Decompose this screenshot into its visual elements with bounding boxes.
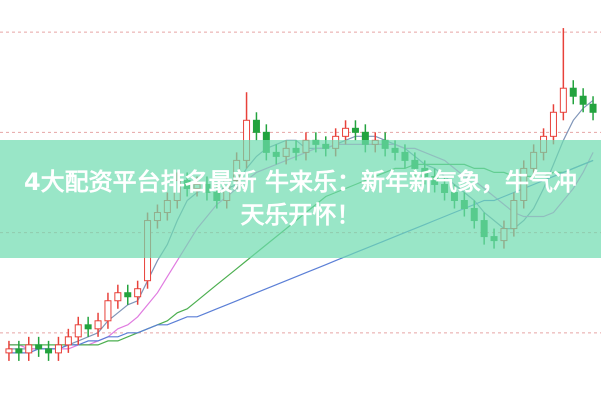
candle-body [549, 111, 557, 137]
candle-body [124, 292, 132, 298]
candle-body [342, 127, 350, 137]
candle-body [84, 324, 92, 330]
candle-body [25, 344, 33, 354]
candle-body [45, 348, 53, 354]
candle-body [351, 127, 359, 133]
candle-body [252, 119, 260, 133]
candle-body [15, 348, 23, 354]
candle-body [104, 300, 112, 322]
candle-body [5, 348, 13, 354]
candle-body [579, 95, 587, 105]
candle-body [559, 87, 567, 113]
candle-body [134, 288, 142, 298]
banner: 4大配资平台排名最新 牛来乐：新年新气象，牛气冲天乐开怀！ [0, 140, 601, 258]
candle-body [64, 336, 72, 346]
candle-body [74, 324, 82, 338]
chart-title: 4大配资平台排名最新 牛来乐：新年新气象，牛气冲天乐开怀！ [23, 168, 578, 229]
candle-body [569, 87, 577, 97]
candle-body [54, 344, 62, 354]
candle-body [35, 344, 43, 350]
candle-body [114, 292, 122, 302]
candle-body [94, 320, 102, 330]
candle-body [589, 103, 597, 113]
